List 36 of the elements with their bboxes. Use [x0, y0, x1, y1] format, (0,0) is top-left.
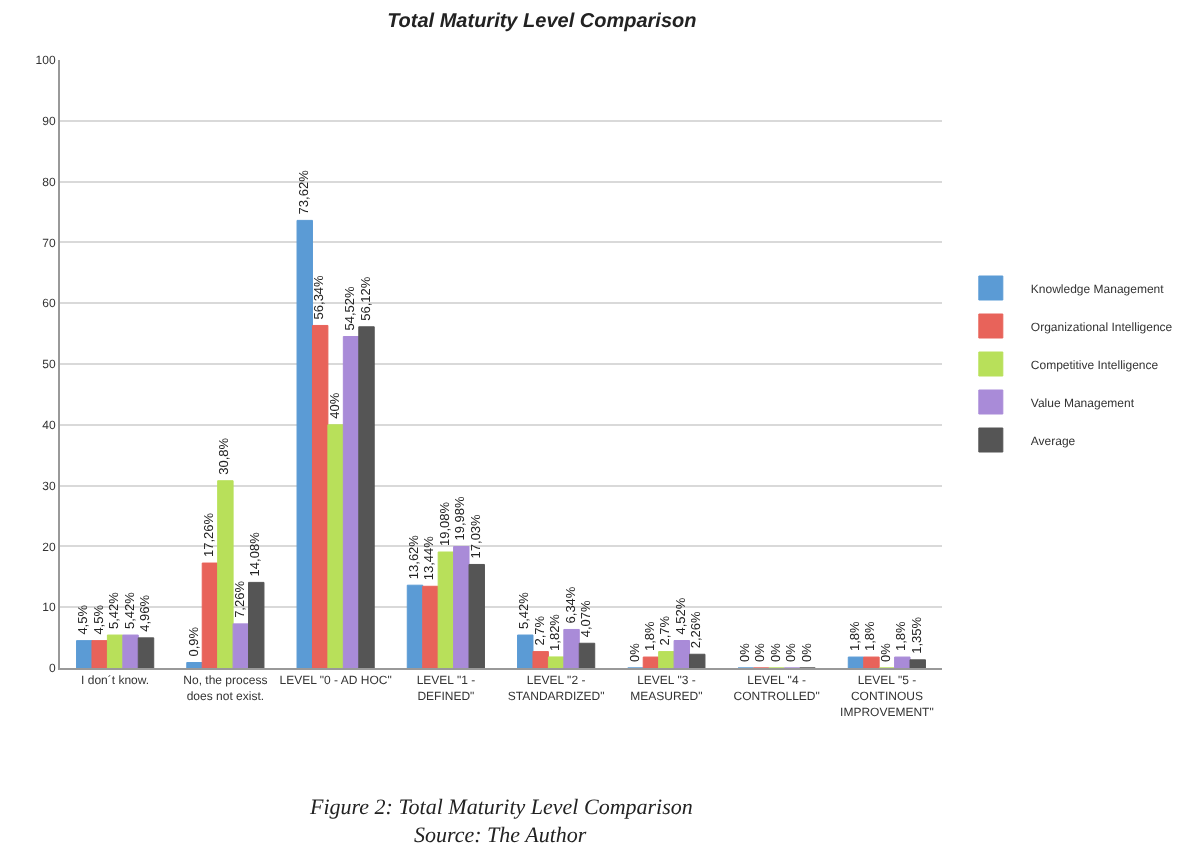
bar: [311, 324, 329, 668]
bar: [578, 642, 596, 668]
bar: [327, 424, 344, 668]
bar: [437, 551, 455, 668]
bar: [453, 546, 470, 668]
bar: [673, 640, 691, 668]
bar: [658, 651, 675, 668]
bar: [847, 656, 865, 668]
bar: [422, 585, 439, 668]
bar: [532, 651, 549, 668]
bar: [642, 656, 660, 668]
bar: [106, 634, 124, 668]
bar: [137, 637, 155, 668]
bar: [894, 656, 911, 668]
bar: [342, 336, 360, 668]
bar: [689, 653, 706, 668]
bar: [909, 659, 926, 668]
chart-title: Total Maturity Level Comparison: [387, 10, 697, 33]
bar: [217, 480, 234, 668]
bar: [201, 562, 219, 668]
bar: [248, 581, 265, 668]
caption: Figure 2: Total Maturity Level Comparison: [308, 796, 694, 820]
bar: [468, 563, 485, 668]
source-note: Source: The Author: [414, 824, 588, 848]
bar: [232, 623, 250, 668]
bar: [186, 662, 203, 668]
bar: [76, 640, 93, 668]
bar: [863, 656, 880, 668]
bar: [122, 634, 139, 668]
bar: [296, 219, 313, 668]
bar: [91, 640, 108, 668]
bar: [358, 326, 375, 668]
bar: [517, 634, 534, 668]
bar: [547, 656, 565, 668]
bar: [406, 584, 424, 668]
bar: [563, 628, 580, 668]
